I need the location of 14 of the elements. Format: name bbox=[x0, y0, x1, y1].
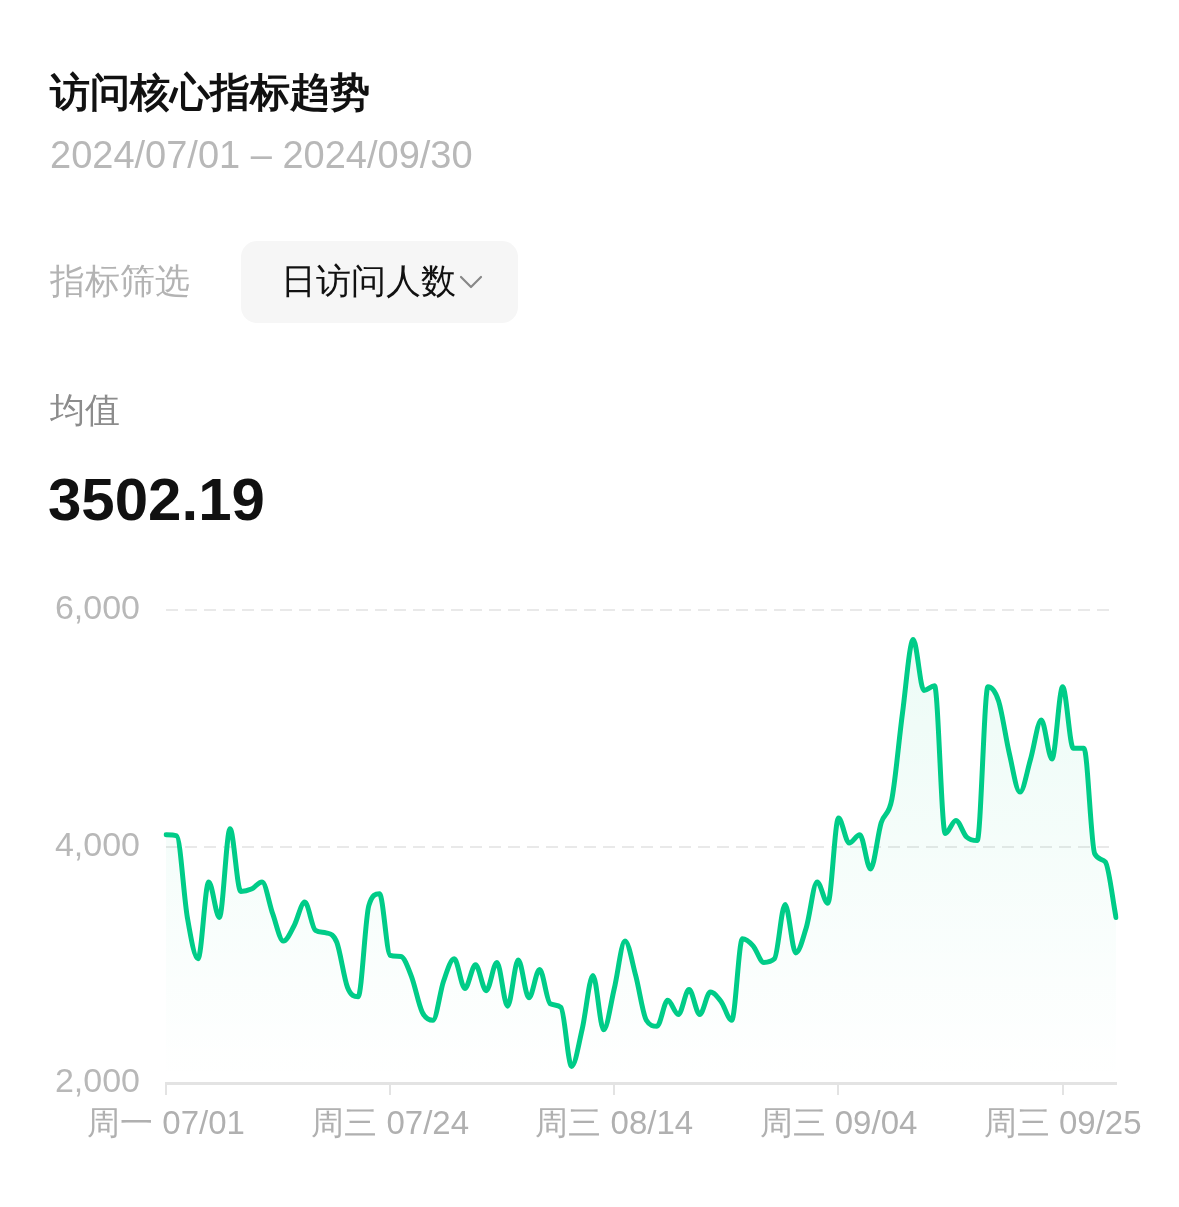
y-tick-label: 4,000 bbox=[54, 824, 140, 863]
x-tick-label: 周三 07/24 bbox=[311, 1103, 470, 1141]
text: 指标筛选 bbox=[50, 260, 190, 302]
x-tick-label: 周三 09/04 bbox=[759, 1103, 918, 1141]
x-tick-label: 周三 09/25 bbox=[983, 1103, 1142, 1141]
x-tick-label: 周三 08/14 bbox=[535, 1103, 694, 1141]
y-tick-label: 2,000 bbox=[54, 1061, 140, 1100]
y-tick-label: 6,000 bbox=[54, 588, 140, 627]
chart-subtitle: 2024/07/01 – 2024/09/30 bbox=[50, 133, 473, 177]
text: 3502.19 bbox=[48, 466, 265, 534]
x-tick-label: 周一 07/01 bbox=[87, 1103, 245, 1141]
chart-title: 访问核心指标趋势 bbox=[50, 69, 370, 116]
text: 日访问人数 bbox=[281, 260, 456, 302]
text: 均值 bbox=[50, 389, 120, 431]
